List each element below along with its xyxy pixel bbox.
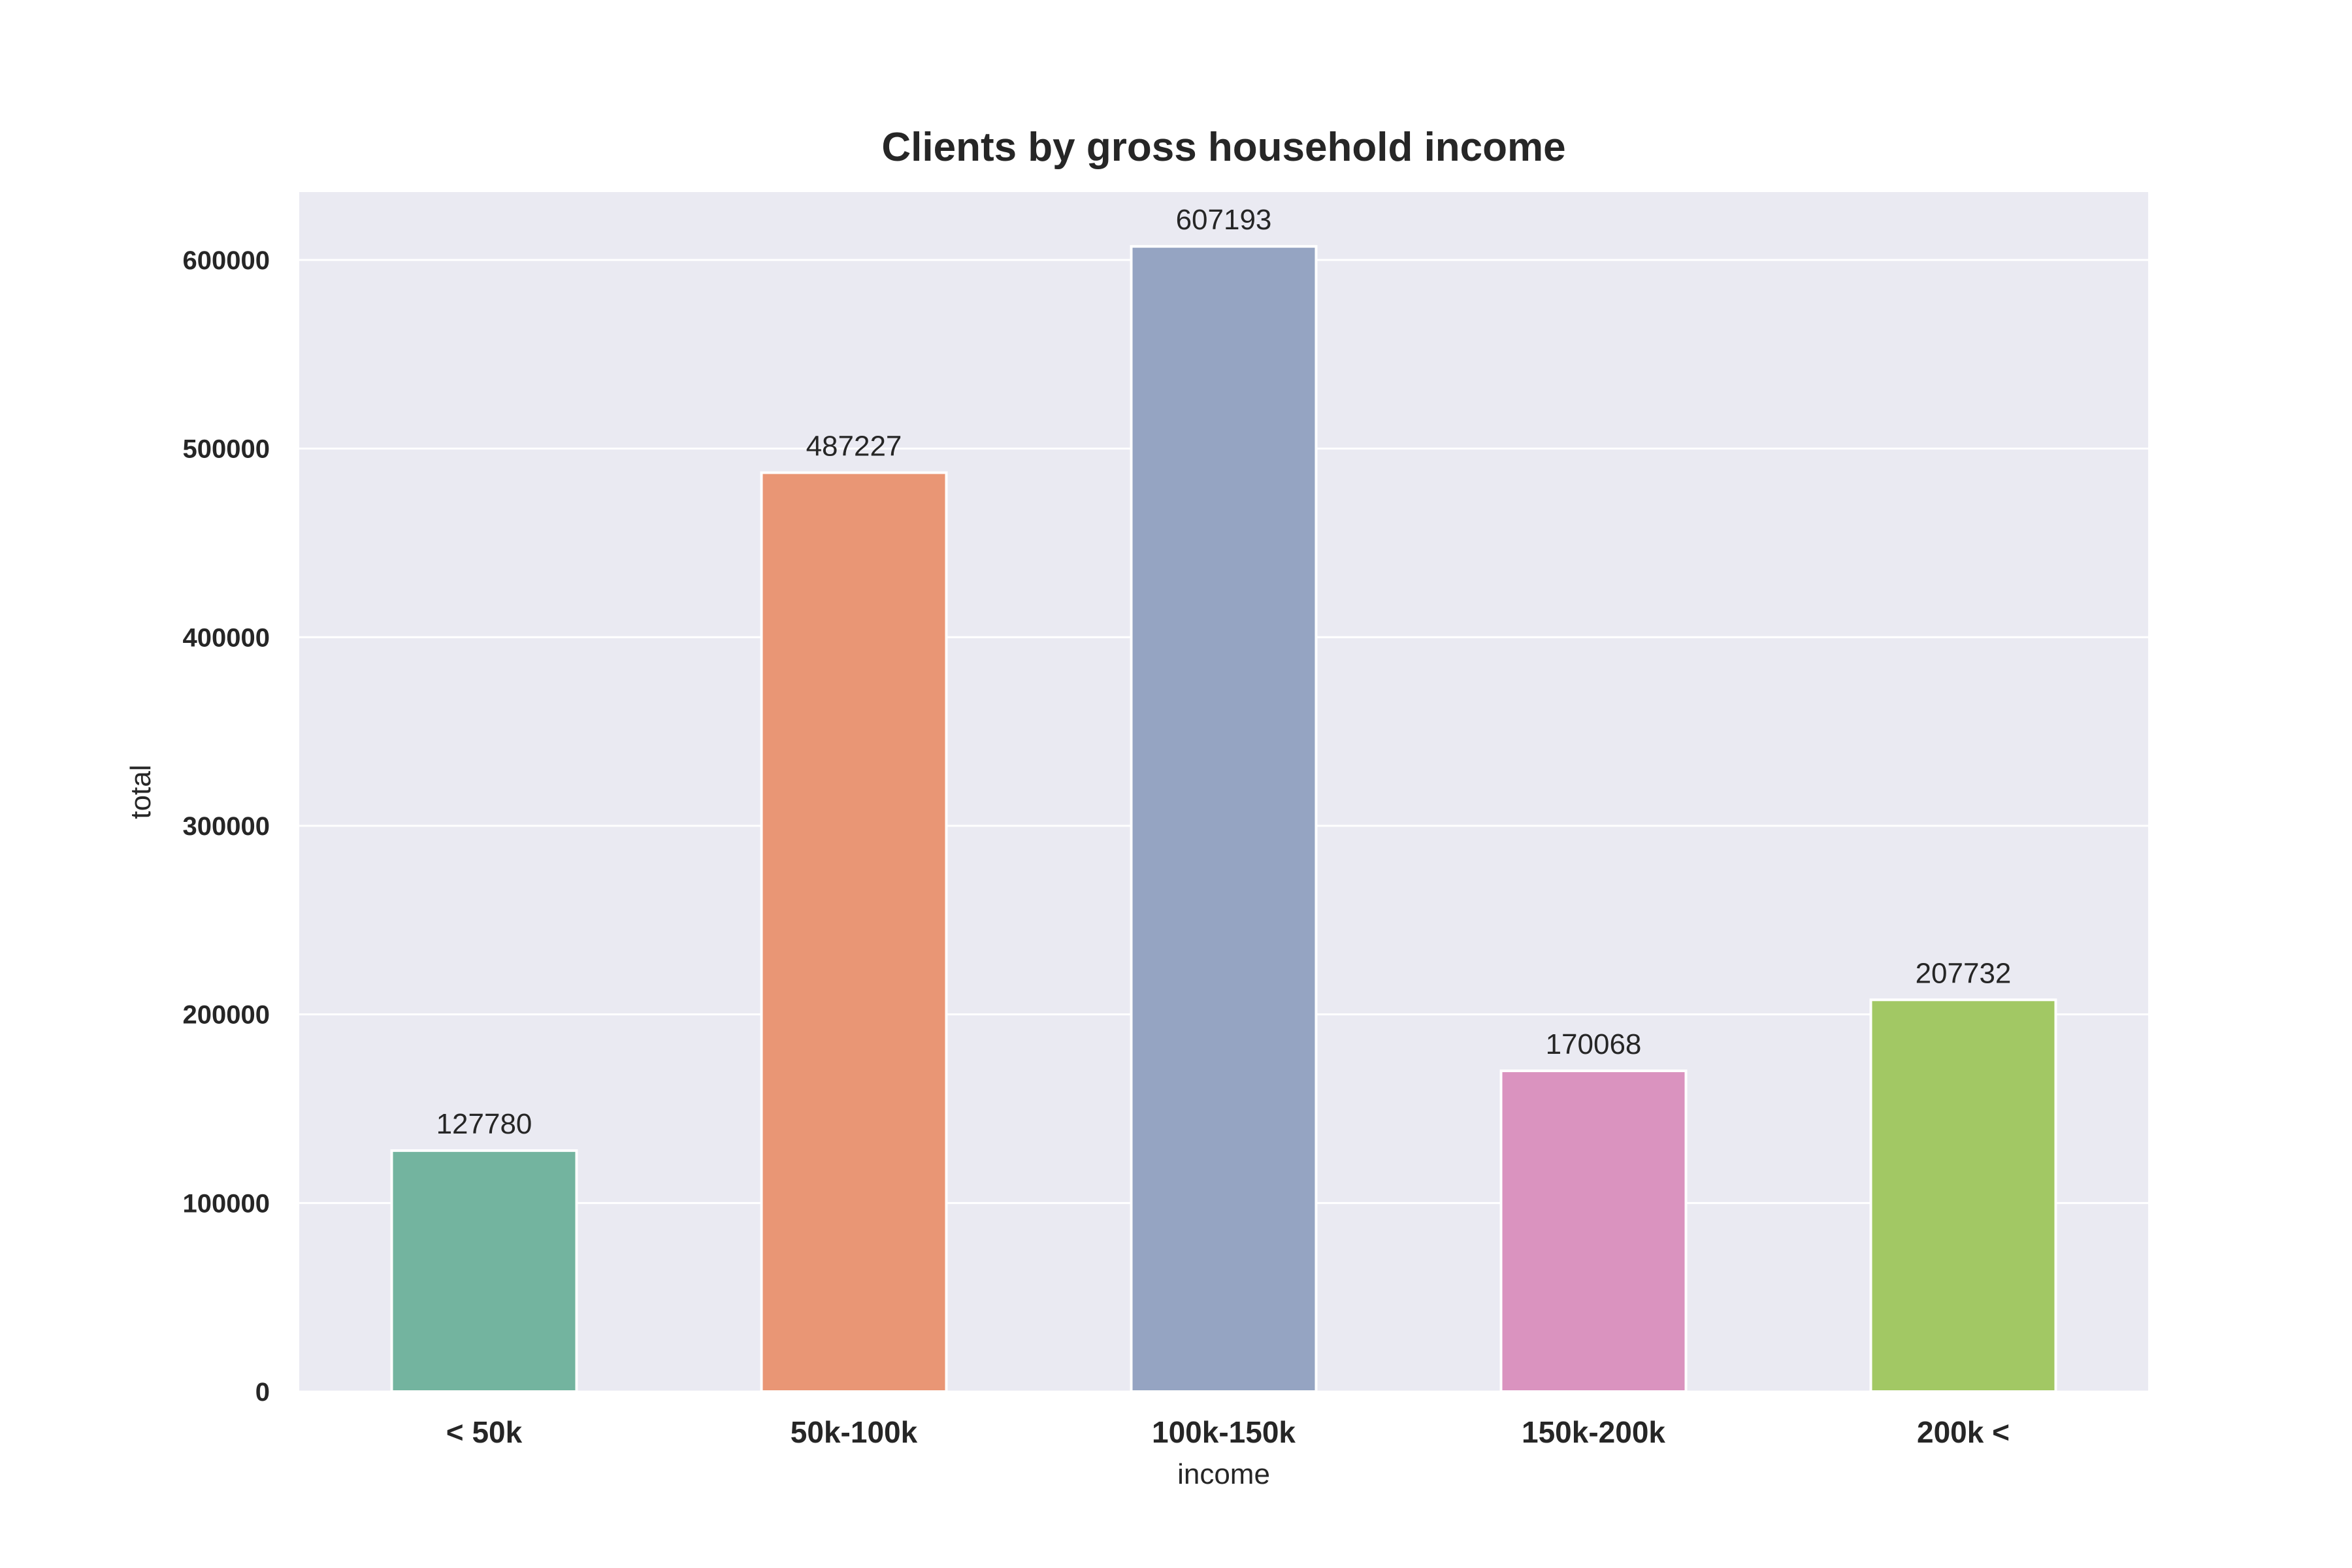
bar-value-label: 607193 [1176, 204, 1272, 236]
bar-value-label: 207732 [1916, 957, 2012, 989]
y-tick-label: 100000 [183, 1189, 270, 1218]
bar-value-label: 487227 [806, 430, 902, 462]
x-tick-label: 50k-100k [791, 1415, 918, 1449]
bar-value-label: 127780 [436, 1108, 532, 1140]
bar-value-labels: 127780 487227 607193 170068 207732 [436, 204, 2012, 1140]
x-tick-label: < 50k [446, 1415, 523, 1449]
y-tick-label: 0 [255, 1378, 270, 1407]
y-tick-label: 500000 [183, 435, 270, 464]
chart-title: Clients by gross household income [881, 125, 1565, 170]
x-tick-label: 150k-200k [1522, 1415, 1665, 1449]
bar [390, 1149, 578, 1393]
y-tick-label: 400000 [183, 623, 270, 652]
bar-value-label: 170068 [1546, 1028, 1642, 1060]
y-tick-label: 200000 [183, 1001, 270, 1030]
bars [390, 245, 2057, 1394]
bar [760, 471, 948, 1393]
x-axis-ticks: < 50k 50k-100k 100k-150k 150k-200k 200k < [446, 1415, 2010, 1449]
bar [1869, 998, 2057, 1393]
bar [1130, 245, 1318, 1394]
y-axis-label: total [125, 764, 157, 819]
x-tick-label: 100k-150k [1152, 1415, 1296, 1449]
x-tick-label: 200k < [1917, 1415, 2010, 1449]
y-axis-ticks: 0 100000 200000 300000 400000 500000 600000 [183, 246, 270, 1407]
x-axis-label: income [1177, 1458, 1270, 1490]
y-tick-label: 600000 [183, 246, 270, 275]
y-tick-label: 300000 [183, 812, 270, 841]
bar [1499, 1070, 1688, 1393]
